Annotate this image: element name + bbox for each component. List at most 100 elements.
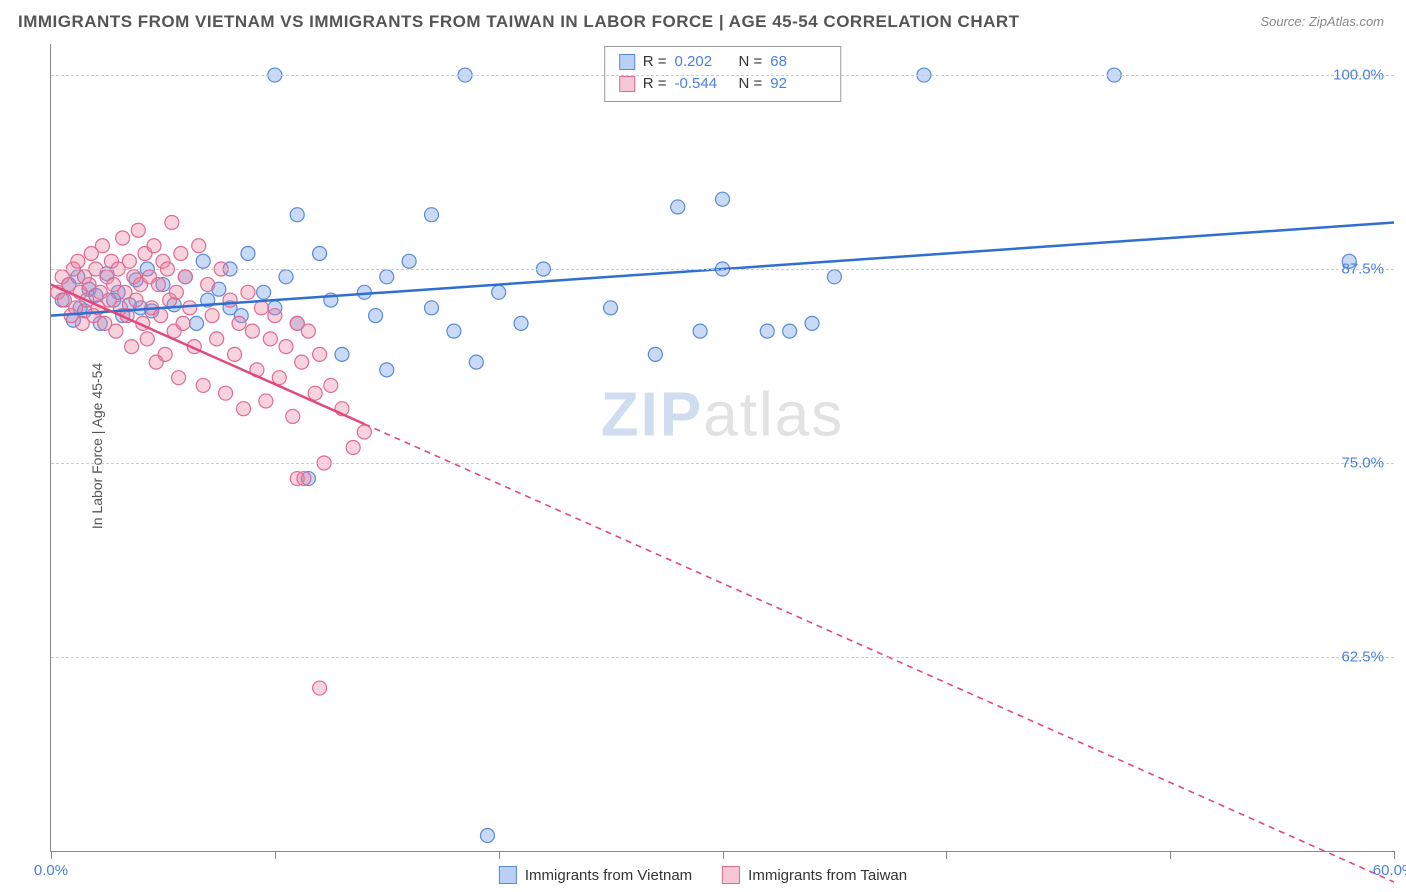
data-point xyxy=(147,239,161,253)
data-point xyxy=(174,247,188,261)
chart-area: ZIPatlas R = 0.202 N = 68 R = -0.544 N =… xyxy=(50,44,1394,852)
data-point xyxy=(245,324,259,338)
data-point xyxy=(189,316,203,330)
data-point xyxy=(469,355,483,369)
data-point xyxy=(257,285,271,299)
data-point xyxy=(402,254,416,268)
data-point xyxy=(169,285,183,299)
data-point xyxy=(196,378,210,392)
data-point xyxy=(125,340,139,354)
data-point xyxy=(447,324,461,338)
x-tick-label: 0.0% xyxy=(34,862,68,879)
grid-line xyxy=(51,463,1394,464)
data-point xyxy=(263,332,277,346)
legend-swatch-icon xyxy=(722,866,740,884)
stat-n-label: N = xyxy=(739,51,763,73)
data-point xyxy=(301,324,315,338)
x-tick xyxy=(1394,851,1395,859)
data-point xyxy=(308,386,322,400)
data-point xyxy=(232,316,246,330)
legend-item: Immigrants from Vietnam xyxy=(499,866,692,884)
data-point xyxy=(122,254,136,268)
y-tick-label: 87.5% xyxy=(1341,261,1384,278)
data-point xyxy=(131,223,145,237)
data-point xyxy=(165,215,179,229)
data-point xyxy=(380,270,394,284)
data-point xyxy=(492,285,506,299)
data-point xyxy=(425,301,439,315)
x-tick xyxy=(499,851,500,859)
data-point xyxy=(313,681,327,695)
data-point xyxy=(71,254,85,268)
stat-r-label: R = xyxy=(643,51,667,73)
data-point xyxy=(129,293,143,307)
data-point xyxy=(241,285,255,299)
x-tick xyxy=(275,851,276,859)
data-point xyxy=(196,254,210,268)
data-point xyxy=(604,301,618,315)
y-tick-label: 100.0% xyxy=(1333,67,1384,84)
data-point xyxy=(228,347,242,361)
data-point xyxy=(95,239,109,253)
data-point xyxy=(760,324,774,338)
data-point xyxy=(805,316,819,330)
data-point xyxy=(268,309,282,323)
legend-item: Immigrants from Taiwan xyxy=(722,866,907,884)
stats-box: R = 0.202 N = 68 R = -0.544 N = 92 xyxy=(604,46,842,102)
data-point xyxy=(380,363,394,377)
plot-svg xyxy=(51,44,1394,851)
data-point xyxy=(178,270,192,284)
data-point xyxy=(783,324,797,338)
data-point xyxy=(648,347,662,361)
data-point xyxy=(223,293,237,307)
data-point xyxy=(313,347,327,361)
data-point xyxy=(219,386,233,400)
data-point xyxy=(279,340,293,354)
series-swatch-icon xyxy=(619,76,635,92)
x-tick xyxy=(946,851,947,859)
data-point xyxy=(116,231,130,245)
trend-line-extrapolated xyxy=(364,424,1394,882)
data-point xyxy=(205,309,219,323)
data-point xyxy=(279,270,293,284)
legend-swatch-icon xyxy=(499,866,517,884)
data-point xyxy=(176,316,190,330)
data-point xyxy=(297,472,311,486)
stat-r-label: R = xyxy=(643,73,667,95)
data-point xyxy=(286,409,300,423)
x-tick xyxy=(723,851,724,859)
series-swatch-icon xyxy=(619,54,635,70)
data-point xyxy=(716,192,730,206)
data-point xyxy=(272,371,286,385)
data-point xyxy=(210,332,224,346)
data-point xyxy=(425,208,439,222)
data-point xyxy=(357,425,371,439)
data-point xyxy=(290,208,304,222)
grid-line xyxy=(51,75,1394,76)
data-point xyxy=(151,278,165,292)
data-point xyxy=(295,355,309,369)
data-point xyxy=(158,347,172,361)
legend-label: Immigrants from Vietnam xyxy=(525,867,692,884)
legend: Immigrants from Vietnam Immigrants from T… xyxy=(499,866,907,884)
data-point xyxy=(693,324,707,338)
data-point xyxy=(140,332,154,346)
grid-line xyxy=(51,269,1394,270)
x-tick-label: 60.0% xyxy=(1373,862,1406,879)
legend-label: Immigrants from Taiwan xyxy=(748,867,907,884)
data-point xyxy=(324,378,338,392)
stats-row: R = -0.544 N = 92 xyxy=(619,73,827,95)
data-point xyxy=(369,309,383,323)
data-point xyxy=(254,301,268,315)
stats-row: R = 0.202 N = 68 xyxy=(619,51,827,73)
stat-n-value: 68 xyxy=(770,51,826,73)
data-point xyxy=(183,301,197,315)
data-point xyxy=(241,247,255,261)
stat-r-value: -0.544 xyxy=(675,73,731,95)
stat-n-value: 92 xyxy=(770,73,826,95)
stat-r-value: 0.202 xyxy=(675,51,731,73)
data-point xyxy=(259,394,273,408)
data-point xyxy=(827,270,841,284)
grid-line xyxy=(51,657,1394,658)
data-point xyxy=(335,347,349,361)
